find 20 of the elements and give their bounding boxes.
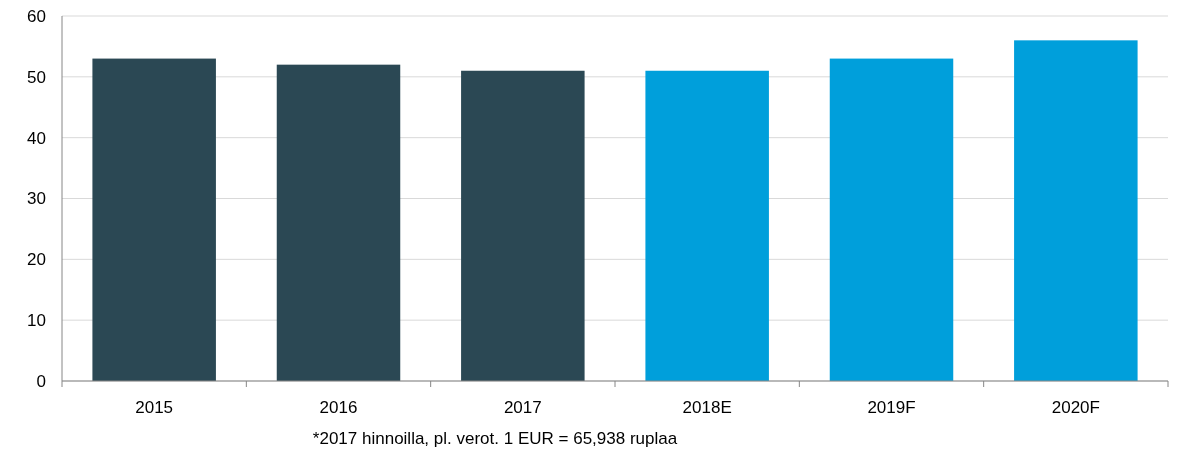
x-tick-label: 2015 xyxy=(135,398,174,417)
bar xyxy=(645,70,769,381)
bar xyxy=(92,58,216,381)
x-tick-label: 2017 xyxy=(503,398,542,417)
x-tick-label: 2016 xyxy=(319,398,358,417)
bar xyxy=(1014,40,1138,381)
x-tick-label: 2020F xyxy=(1051,398,1100,417)
text: *2017 hinnoilla, pl. verot. 1 EUR = 65,938 ruplaa xyxy=(312,429,678,448)
x-tick-label: 2019F xyxy=(867,398,916,417)
y-tick-label: 60 xyxy=(27,6,46,26)
y-tick-label: 30 xyxy=(27,189,46,209)
bar xyxy=(461,70,585,381)
y-tick-label: 20 xyxy=(27,250,46,270)
y-tick-label: 40 xyxy=(27,128,46,148)
y-tick-label: 50 xyxy=(27,67,46,87)
x-tick-label: 2018E xyxy=(682,398,732,417)
y-tick-label: 10 xyxy=(27,311,46,331)
bar xyxy=(276,64,401,381)
y-tick-label: 0 xyxy=(36,371,46,391)
bar xyxy=(829,58,954,381)
